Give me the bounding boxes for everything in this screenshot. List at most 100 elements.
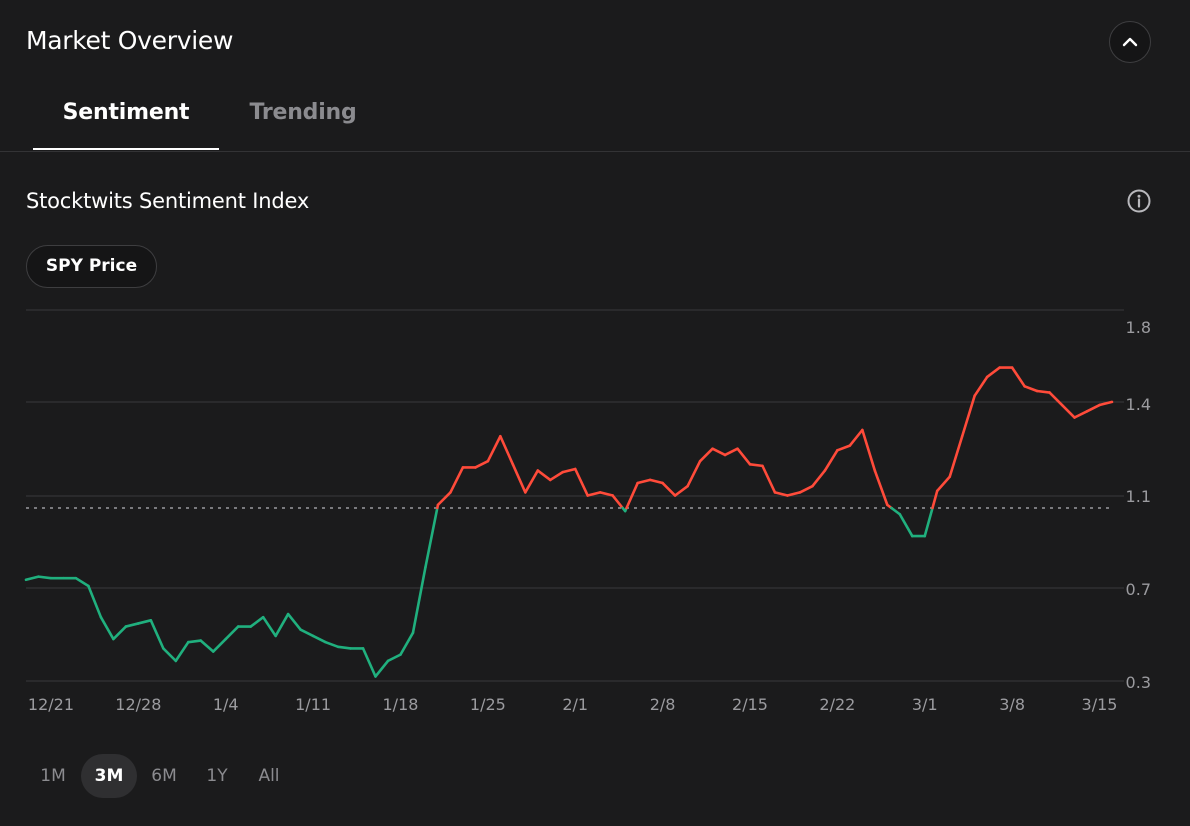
- range-3m-button[interactable]: 3M: [81, 754, 137, 798]
- range-1y-button[interactable]: 1Y: [206, 766, 228, 786]
- chart-title: Stocktwits Sentiment Index: [26, 189, 310, 213]
- series-segment: [960, 394, 976, 438]
- y-tick-label: 1.4: [1126, 395, 1151, 414]
- series-segment: [286, 612, 302, 631]
- series-segment: [985, 366, 1001, 379]
- info-icon[interactable]: [1126, 188, 1152, 214]
- series-segment: [249, 615, 265, 628]
- y-tick-label: 1.1: [1126, 487, 1151, 506]
- range-selector: 1M 3M 6M 1Y All: [26, 754, 326, 798]
- series-segment: [162, 647, 178, 663]
- series-segment: [561, 467, 577, 474]
- y-tick-label: 1.8: [1126, 318, 1151, 337]
- series-segment: [211, 637, 228, 653]
- range-1m-button[interactable]: 1M: [40, 766, 66, 786]
- series-segment: [224, 625, 240, 641]
- series-segment: [548, 470, 565, 482]
- series-segment: [648, 478, 664, 485]
- series-segment: [1073, 409, 1089, 419]
- series-segment: [1098, 400, 1114, 407]
- chevron-up-icon: [1122, 37, 1138, 47]
- series-segment: [823, 448, 839, 472]
- series-segment: [74, 576, 90, 588]
- series-segment: [449, 466, 465, 494]
- series-segment: [274, 612, 290, 638]
- series-segment: [524, 469, 540, 494]
- series-segment: [686, 459, 702, 488]
- series-segment: [1060, 403, 1076, 419]
- series-segment: [935, 475, 952, 493]
- x-tick-label: 1/11: [295, 695, 331, 714]
- series-segment: [586, 491, 602, 497]
- series-segment: [573, 467, 590, 497]
- y-tick-label: 0.3: [1126, 673, 1151, 692]
- x-tick-label: 1/4: [213, 695, 239, 714]
- series-segment: [99, 615, 115, 641]
- x-tick-label: 3/8: [999, 695, 1025, 714]
- series-segment: [536, 469, 552, 482]
- series-segment: [361, 647, 377, 678]
- range-6m-button[interactable]: 6M: [151, 766, 177, 786]
- page-title: Market Overview: [26, 26, 234, 55]
- series-segment: [1085, 403, 1101, 413]
- x-tick-label: 1/25: [470, 695, 506, 714]
- series-segment: [698, 447, 714, 463]
- series-segment: [890, 506, 902, 516]
- x-tick-label: 2/15: [732, 695, 768, 714]
- series-segment: [261, 615, 277, 638]
- x-tick-label: 2/8: [650, 695, 676, 714]
- series-segment: [973, 375, 989, 397]
- spy-price-toggle[interactable]: SPY Price: [26, 245, 157, 288]
- series-segment: [87, 584, 103, 619]
- series-segment: [374, 659, 390, 678]
- x-tick-label: 3/15: [1082, 695, 1118, 714]
- series-segment: [174, 640, 190, 663]
- series-segment: [1023, 385, 1039, 393]
- y-tick-label: 0.7: [1126, 580, 1151, 599]
- series-segment: [761, 464, 777, 494]
- x-tick-label: 3/1: [912, 695, 938, 714]
- series-segment: [711, 447, 727, 457]
- series-segment: [199, 639, 215, 653]
- tab-sentiment[interactable]: Sentiment: [33, 86, 219, 150]
- series-segment: [873, 469, 889, 507]
- series-segment: [124, 622, 140, 628]
- series-segment: [923, 506, 934, 538]
- series-segment: [386, 653, 402, 663]
- range-all-button[interactable]: All: [258, 766, 280, 786]
- series-segment: [149, 619, 165, 650]
- x-tick-label: 2/1: [562, 695, 588, 714]
- series-segment: [625, 481, 639, 510]
- series-segment: [137, 619, 153, 625]
- tab-trending[interactable]: Trending: [249, 100, 357, 125]
- series-segment: [486, 434, 502, 463]
- series-segment: [673, 484, 689, 497]
- series-segment: [24, 575, 40, 582]
- series-segment: [186, 639, 203, 644]
- series-segment: [511, 463, 527, 494]
- series-segment: [112, 625, 128, 641]
- series-segment: [411, 565, 427, 635]
- x-tick-label: 2/22: [819, 695, 855, 714]
- series-segment: [299, 628, 315, 638]
- series-segment: [424, 506, 439, 569]
- series-segment: [798, 484, 814, 494]
- series-segment: [598, 491, 614, 497]
- series-segment: [399, 631, 415, 656]
- collapse-button[interactable]: [1109, 21, 1151, 63]
- series-segment: [474, 459, 490, 469]
- series-segment: [336, 645, 352, 650]
- series-segment: [898, 512, 914, 538]
- series-segment: [773, 491, 789, 497]
- series-segment: [499, 434, 515, 466]
- series-segment: [1035, 389, 1051, 394]
- x-tick-label: 12/28: [115, 695, 161, 714]
- series-segment: [948, 434, 964, 479]
- tab-bar: Sentiment Trending: [0, 86, 1190, 152]
- series-segment: [836, 444, 852, 452]
- series-segment: [931, 489, 939, 510]
- series-segment: [811, 469, 827, 488]
- series-segment: [848, 428, 864, 447]
- series-segment: [636, 478, 652, 485]
- series-segment: [661, 481, 677, 497]
